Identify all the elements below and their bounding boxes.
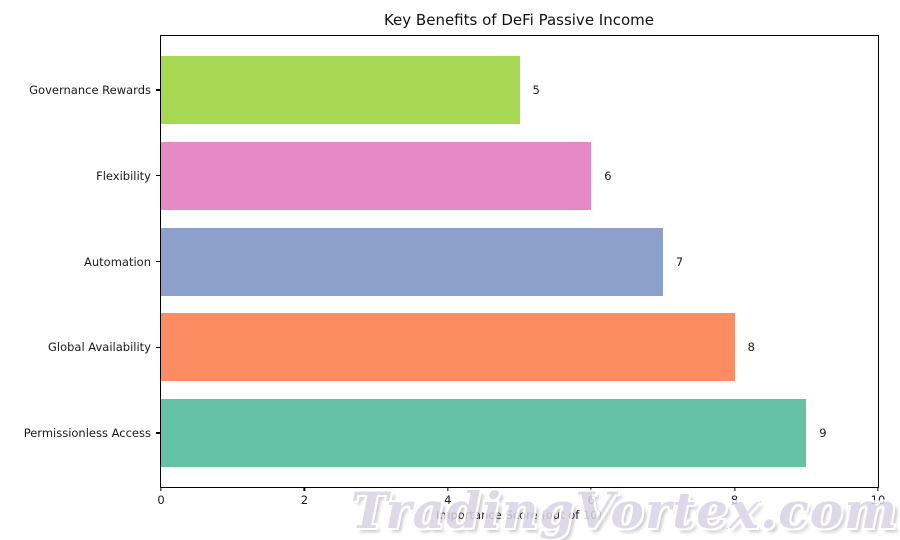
x-tick-label: 0 — [157, 493, 165, 507]
bar-value-label: 6 — [604, 168, 612, 183]
x-tick-label: 6 — [587, 493, 595, 507]
x-tick-mark — [303, 487, 306, 491]
x-tick-mark — [877, 487, 879, 491]
bar-automation — [161, 227, 663, 296]
plot-area: 5 Governance Rewards 6 Flexibility 7 Automati… — [24, 35, 885, 507]
bar-value-label: 5 — [532, 82, 540, 97]
y-tick-label: Global Availability — [47, 340, 151, 355]
x-tick-mark — [160, 487, 162, 491]
x-tick-label: 4 — [444, 493, 452, 507]
bar-value-label: 7 — [675, 254, 684, 269]
y-tick-mark — [156, 260, 161, 263]
x-tick-label: 10 — [870, 493, 886, 507]
x-tick-mark — [590, 487, 592, 491]
bar-permissionless-access — [161, 399, 807, 468]
bar-value-label: 8 — [747, 340, 755, 355]
y-tick-label: Flexibility — [96, 168, 151, 183]
y-tick-label: Governance Rewards — [29, 82, 151, 97]
x-tick-label: 2 — [300, 493, 309, 507]
chart-title: Key Benefits of DeFi Passive Income — [383, 11, 655, 29]
y-tick-mark — [156, 174, 161, 177]
x-tick-mark — [733, 487, 736, 491]
y-tick-mark — [156, 432, 161, 434]
x-tick-mark — [447, 487, 449, 491]
y-tick-label: Permissionless Access — [23, 426, 151, 441]
x-tick-label: 8 — [730, 493, 739, 507]
bar-flexibility — [161, 141, 592, 210]
bar-global-availability — [161, 313, 735, 382]
x-axis-label: Importance Score (out of 10) — [435, 508, 603, 522]
y-tick-mark — [156, 346, 161, 348]
y-tick-label: Automation — [84, 254, 151, 269]
bar-value-label: 9 — [819, 426, 827, 441]
y-tick-mark — [156, 89, 161, 91]
bar-governance-rewards — [161, 55, 520, 124]
